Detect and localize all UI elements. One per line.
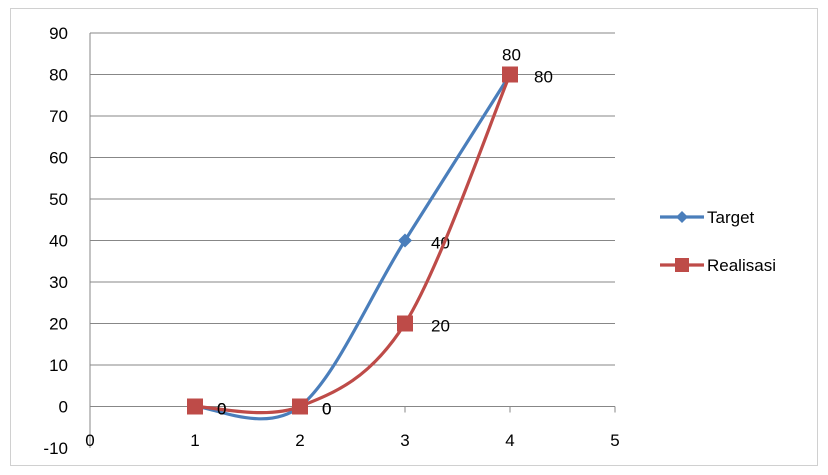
y-tick-label: 70 bbox=[49, 107, 68, 126]
y-tick-label: 60 bbox=[49, 149, 68, 168]
y-tick-label: 0 bbox=[59, 398, 68, 417]
point-target bbox=[398, 233, 412, 248]
legend-marker-target bbox=[676, 211, 688, 223]
x-tick-label: 3 bbox=[400, 431, 409, 450]
chart-frame bbox=[10, 8, 818, 466]
point-realisasi bbox=[187, 398, 203, 415]
y-tick-label: 90 bbox=[49, 24, 68, 43]
data-label-realisasi: 0 bbox=[217, 400, 226, 419]
data-label-realisasi: 20 bbox=[431, 317, 450, 336]
legend-label-realisasi: Realisasi bbox=[707, 256, 776, 275]
legend-marker-realisasi bbox=[675, 258, 689, 272]
x-tick-label: 0 bbox=[85, 431, 94, 450]
point-realisasi bbox=[397, 315, 413, 332]
y-tick-label: 40 bbox=[49, 232, 68, 251]
y-tick-label: 80 bbox=[49, 66, 68, 85]
y-tick-label: -10 bbox=[43, 439, 68, 458]
x-tick-label: 5 bbox=[610, 431, 619, 450]
y-tick-label: 50 bbox=[49, 190, 68, 209]
point-realisasi bbox=[292, 398, 308, 415]
y-tick-label: 20 bbox=[49, 315, 68, 334]
x-tick-label: 1 bbox=[190, 431, 199, 450]
data-label-realisasi: 0 bbox=[322, 400, 331, 419]
data-label-target: 0 bbox=[322, 400, 331, 419]
point-realisasi bbox=[502, 66, 518, 83]
y-tick-label: 10 bbox=[49, 356, 68, 375]
data-label-target: 80 bbox=[502, 46, 521, 65]
series-line-realisasi bbox=[194, 73, 512, 415]
series-line-target bbox=[194, 73, 512, 421]
y-tick-label: 30 bbox=[49, 273, 68, 292]
x-tick-label: 2 bbox=[295, 431, 304, 450]
x-tick-label: 4 bbox=[505, 431, 514, 450]
data-label-realisasi: 80 bbox=[534, 68, 553, 87]
legend-label-target: Target bbox=[707, 208, 755, 227]
